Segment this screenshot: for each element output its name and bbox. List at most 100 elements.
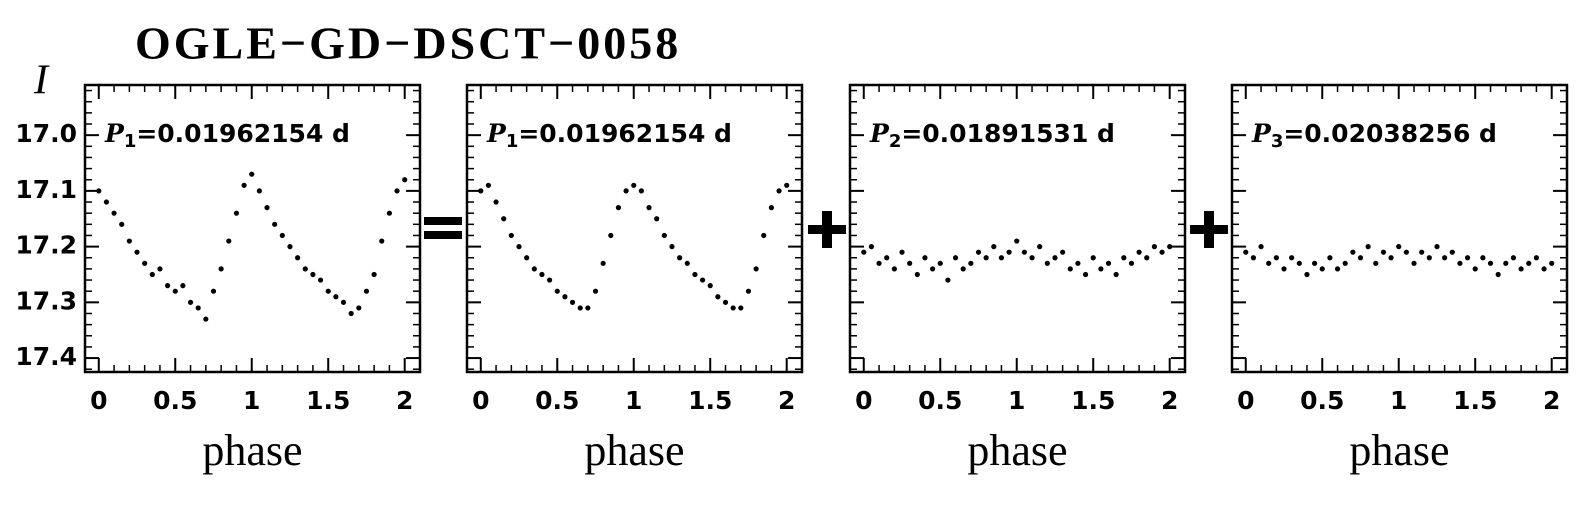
y-tick-label: 17.3 (15, 286, 77, 315)
data-point (149, 271, 155, 278)
data-point (899, 249, 905, 255)
period-subscript: 1 (124, 131, 137, 152)
period-text: =0.01962154 d (136, 119, 350, 148)
data-point (577, 305, 583, 311)
data-point (547, 277, 553, 283)
data-point (1334, 266, 1341, 272)
data-point (937, 260, 943, 266)
data-point (592, 288, 599, 294)
data-point (1350, 249, 1356, 255)
data-point (1304, 271, 1310, 278)
data-point (998, 255, 1005, 261)
plus-sign (1190, 211, 1228, 248)
period-label: P2=0.01891531 d (869, 119, 1115, 153)
data-point (692, 271, 698, 278)
data-point (157, 266, 163, 272)
data-point (784, 182, 790, 188)
data-point (661, 232, 667, 239)
data-point (508, 232, 514, 239)
y-tick-label: 17.2 (15, 231, 77, 260)
period-label: P1=0.01962154 d (104, 119, 350, 153)
data-point (562, 294, 568, 300)
data-point (180, 283, 186, 289)
data-point (302, 266, 308, 272)
data-point (142, 260, 148, 266)
data-point (554, 288, 560, 294)
period-text: =0.02038256 d (1283, 119, 1497, 148)
data-point (195, 305, 201, 311)
data-point (394, 188, 400, 194)
data-point (975, 249, 982, 255)
data-point (738, 305, 744, 311)
data-point (776, 188, 782, 194)
data-point (1136, 249, 1142, 255)
data-point (1266, 260, 1272, 266)
data-point (623, 188, 629, 194)
x-tick-label: 2 (1543, 386, 1560, 415)
data-point (226, 238, 232, 244)
x-tick-label: 0 (1237, 386, 1254, 415)
data-point (1380, 249, 1387, 255)
data-point (1021, 249, 1027, 255)
data-point (1503, 260, 1509, 266)
period-text: =0.01962154 d (518, 119, 732, 148)
x-tick-label: 1 (243, 386, 260, 415)
data-point (715, 294, 721, 300)
data-point (1113, 271, 1119, 278)
data-point (922, 255, 928, 261)
x-tick-label: 1 (1008, 386, 1025, 415)
data-point (1319, 266, 1325, 272)
data-point (945, 277, 951, 283)
data-point (1411, 260, 1417, 266)
y-axis-label: I (33, 58, 50, 104)
data-point (585, 305, 591, 311)
data-point (1082, 271, 1089, 278)
data-point (1151, 244, 1158, 250)
data-point (485, 182, 492, 188)
x-tick-label: 1.5 (1453, 386, 1497, 415)
data-point (134, 249, 140, 255)
data-point (654, 216, 660, 222)
data-point (684, 260, 690, 266)
data-point (1312, 260, 1318, 266)
data-point (1105, 260, 1112, 266)
data-point (1044, 260, 1050, 266)
data-point (1487, 260, 1494, 266)
x-tick-label: 0 (855, 386, 872, 415)
data-point (699, 277, 706, 283)
data-point (386, 210, 393, 216)
data-point (126, 238, 132, 244)
data-point (287, 244, 293, 250)
data-point (256, 188, 262, 194)
data-point (218, 266, 224, 272)
y-tick-label: 17.0 (15, 119, 77, 148)
data-point (1357, 255, 1364, 261)
data-point (187, 299, 194, 305)
data-point (1365, 244, 1371, 250)
data-point (249, 171, 255, 177)
data-point (1442, 255, 1448, 261)
x-tick-label: 1 (1390, 386, 1407, 415)
data-point (233, 210, 240, 216)
data-point (730, 305, 736, 311)
data-point (1121, 255, 1127, 261)
data-point (516, 244, 522, 250)
data-point (1250, 255, 1257, 261)
data-point (1533, 255, 1540, 261)
y-tick-label: 17.4 (15, 342, 77, 371)
data-point (1014, 238, 1020, 244)
data-point (1243, 249, 1249, 255)
data-point (1067, 266, 1073, 272)
data-point (402, 177, 408, 183)
data-point (1327, 255, 1333, 261)
figure-title: OGLE−GD−DSCT−0058 (135, 18, 681, 69)
x-tick-label: 0.5 (1300, 386, 1344, 415)
data-point (210, 288, 217, 294)
x-tick-label: 2 (396, 386, 413, 415)
data-point (638, 188, 644, 194)
data-point (348, 310, 354, 317)
data-point (600, 260, 606, 266)
period-symbol: P (486, 119, 507, 148)
data-point (539, 271, 545, 278)
data-point (1090, 255, 1096, 261)
